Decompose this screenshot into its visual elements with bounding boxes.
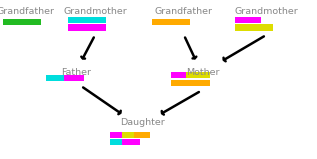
Text: Grandmother: Grandmother: [63, 7, 127, 16]
Bar: [134, 132, 150, 138]
Bar: [3, 19, 41, 25]
Bar: [122, 132, 134, 138]
Bar: [68, 24, 106, 31]
Bar: [64, 75, 84, 81]
Bar: [171, 80, 210, 86]
Text: Grandfather: Grandfather: [155, 7, 213, 16]
Bar: [186, 72, 210, 78]
Bar: [46, 75, 64, 81]
Text: Grandfather: Grandfather: [0, 7, 54, 16]
Bar: [235, 24, 273, 31]
Bar: [122, 139, 140, 145]
Text: Mother: Mother: [186, 68, 220, 77]
Bar: [235, 17, 261, 23]
Text: Daughter: Daughter: [120, 118, 165, 128]
Bar: [110, 139, 122, 145]
Bar: [68, 17, 106, 23]
Bar: [171, 72, 186, 78]
Text: Grandmother: Grandmother: [234, 7, 298, 16]
Text: Father: Father: [61, 68, 91, 77]
Bar: [110, 132, 122, 138]
Bar: [152, 19, 190, 25]
